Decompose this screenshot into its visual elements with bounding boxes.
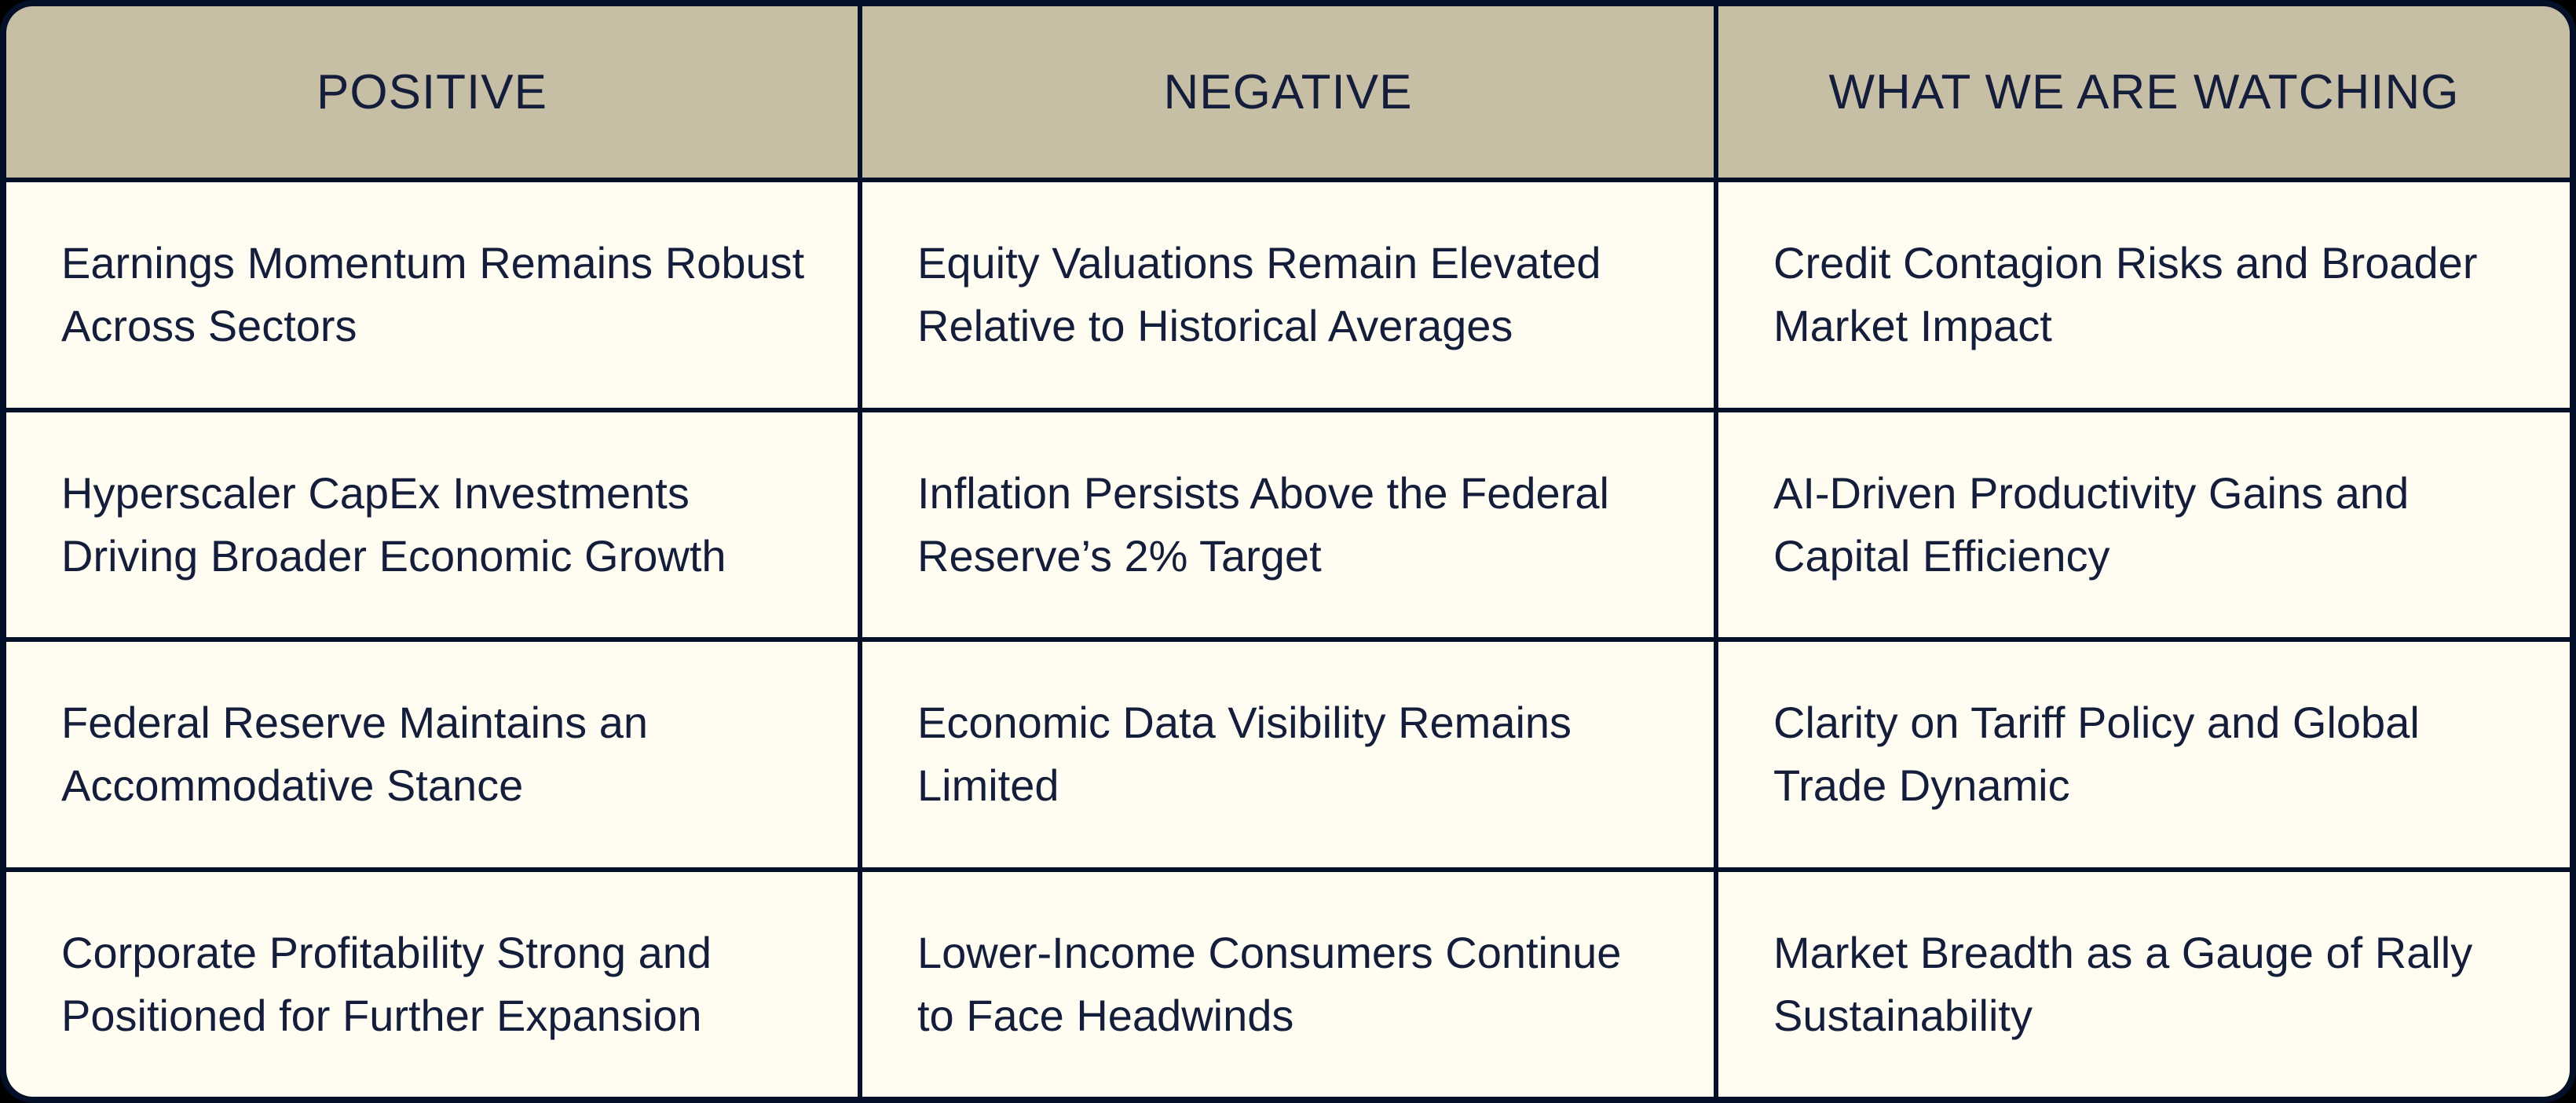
- table-cell-text-r1c2: Equity Valuations Remain Elevated Relati…: [917, 238, 1601, 351]
- header-cell-what-we-are-watching: WHAT WE ARE WATCHING: [1718, 6, 2570, 178]
- header-cell-negative: NEGATIVE: [862, 6, 1714, 178]
- header-label-positive: POSITIVE: [317, 64, 547, 119]
- table-cell-text-r4c2: Lower-Income Consumers Continue to Face …: [917, 927, 1622, 1040]
- table-cell-r4c2: Lower-Income Consumers Continue to Face …: [862, 871, 1714, 1097]
- table-cell-text-r2c2: Inflation Persists Above the Federal Res…: [917, 467, 1609, 581]
- table-cell-text-r3c3: Clarity on Tariff Policy and Global Trad…: [1773, 698, 2420, 811]
- table-cell-r4c3: Market Breadth as a Gauge of Rally Susta…: [1718, 871, 2570, 1097]
- table-cell-r4c1: Corporate Profitability Strong and Posit…: [6, 871, 858, 1097]
- table-cell-r2c1: Hyperscaler CapEx Investments Driving Br…: [6, 412, 858, 637]
- table-cell-r2c2: Inflation Persists Above the Federal Res…: [862, 412, 1714, 637]
- table-cell-r3c3: Clarity on Tariff Policy and Global Trad…: [1718, 642, 2570, 867]
- table-cell-r1c2: Equity Valuations Remain Elevated Relati…: [862, 182, 1714, 408]
- header-cell-positive: POSITIVE: [6, 6, 858, 178]
- table-cell-r1c3: Credit Contagion Risks and Broader Marke…: [1718, 182, 2570, 408]
- header-label-negative: NEGATIVE: [1163, 64, 1413, 119]
- table-cell-text-r1c1: Earnings Momentum Remains Robust Across …: [61, 238, 805, 351]
- table-cell-text-r1c3: Credit Contagion Risks and Broader Marke…: [1773, 238, 2478, 351]
- table-cell-text-r2c1: Hyperscaler CapEx Investments Driving Br…: [61, 467, 726, 581]
- table-cell-r1c1: Earnings Momentum Remains Robust Across …: [6, 182, 858, 408]
- table-cell-text-r4c3: Market Breadth as a Gauge of Rally Susta…: [1773, 927, 2473, 1040]
- table-cell-text-r4c1: Corporate Profitability Strong and Posit…: [61, 927, 712, 1040]
- table-cell-r2c3: AI-Driven Productivity Gains and Capital…: [1718, 412, 2570, 637]
- table-cell-text-r3c1: Federal Reserve Maintains an Accommodati…: [61, 698, 649, 811]
- table-cell-text-r2c3: AI-Driven Productivity Gains and Capital…: [1773, 467, 2410, 581]
- table-cell-r3c2: Economic Data Visibility Remains Limited: [862, 642, 1714, 867]
- header-label-what-we-are-watching: WHAT WE ARE WATCHING: [1828, 64, 2460, 119]
- table-cell-text-r3c2: Economic Data Visibility Remains Limited: [917, 698, 1572, 811]
- table-cell-r3c1: Federal Reserve Maintains an Accommodati…: [6, 642, 858, 867]
